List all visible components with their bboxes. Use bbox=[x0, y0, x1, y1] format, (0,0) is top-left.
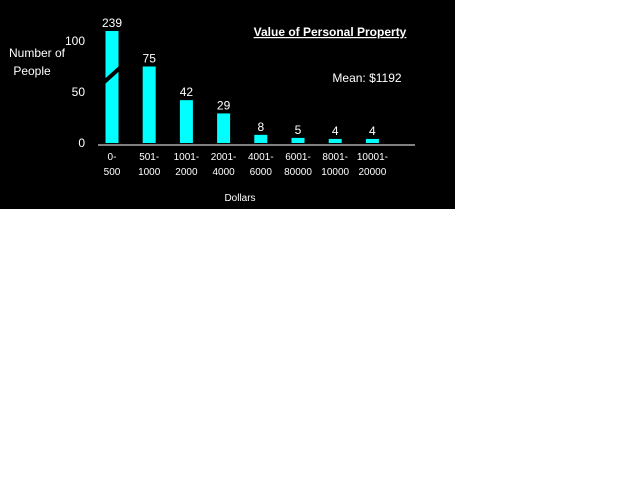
chart-panel: Value of Personal Property Mean: $1192 N… bbox=[0, 0, 455, 209]
x-tick-label-3-line-1: 2001- bbox=[211, 152, 237, 163]
x-tick-label-4-line-1: 4001- bbox=[248, 152, 274, 163]
x-tick-label-2-line-1: 1001- bbox=[174, 152, 200, 163]
x-tick-label-4-line-2: 6000 bbox=[250, 167, 273, 178]
value-label-3: 29 bbox=[217, 98, 231, 112]
bars bbox=[105, 31, 379, 143]
value-label-7: 4 bbox=[369, 124, 376, 138]
bar-1 bbox=[142, 66, 156, 143]
x-tick-label-5-line-1: 6001- bbox=[285, 152, 311, 163]
y-axis-label-line-1: Number of bbox=[9, 46, 66, 60]
y-tick-label-2: 100 bbox=[65, 34, 85, 48]
chart-title: Value of Personal Property bbox=[254, 25, 407, 39]
x-tick-label-0-line-1: 0- bbox=[108, 152, 117, 163]
axis-break-mark bbox=[100, 64, 124, 86]
bar-5 bbox=[291, 137, 305, 143]
x-tick-label-6-line-2: 10000 bbox=[321, 167, 349, 178]
x-tick-label-6-line-1: 8001- bbox=[322, 152, 348, 163]
y-axis-ticks: 0 50 100 bbox=[65, 34, 85, 150]
x-tick-label-7-line-1: 10001- bbox=[357, 152, 388, 163]
bar-7 bbox=[365, 138, 379, 143]
bar-0 bbox=[105, 31, 119, 143]
x-tick-label-7-line-2: 20000 bbox=[358, 167, 386, 178]
x-tick-label-5-line-2: 80000 bbox=[284, 167, 312, 178]
value-label-1: 75 bbox=[143, 52, 157, 66]
value-labels: 239 75 42 29 8 5 4 4 bbox=[102, 16, 376, 138]
bar-4 bbox=[254, 134, 268, 143]
x-tick-label-3-line-2: 4000 bbox=[212, 167, 235, 178]
y-tick-label-1: 50 bbox=[72, 85, 86, 99]
x-axis-label: Dollars bbox=[224, 193, 255, 204]
bar-6 bbox=[328, 138, 342, 143]
value-label-4: 8 bbox=[257, 120, 264, 134]
x-tick-label-1-line-2: 1000 bbox=[138, 167, 161, 178]
y-axis-label-line-2: People bbox=[13, 64, 51, 78]
value-label-0: 239 bbox=[102, 16, 122, 30]
x-axis-tick-labels: 0- 500 501- 1000 1001- 2000 2001- 4000 4001- 6000… bbox=[104, 152, 388, 178]
axis-break-slash bbox=[100, 64, 124, 86]
bar-chart: Value of Personal Property Mean: $1192 N… bbox=[9, 16, 415, 204]
bar-2 bbox=[179, 100, 193, 143]
y-tick-label-0: 0 bbox=[78, 136, 85, 150]
mean-annotation: Mean: $1192 bbox=[332, 71, 401, 85]
x-tick-label-1-line-1: 501- bbox=[139, 152, 159, 163]
bar-3 bbox=[217, 113, 231, 143]
value-label-2: 42 bbox=[180, 85, 194, 99]
value-label-5: 5 bbox=[295, 123, 302, 137]
x-tick-label-0-line-2: 500 bbox=[104, 167, 121, 178]
x-tick-label-2-line-2: 2000 bbox=[175, 167, 198, 178]
value-label-6: 4 bbox=[332, 124, 339, 138]
